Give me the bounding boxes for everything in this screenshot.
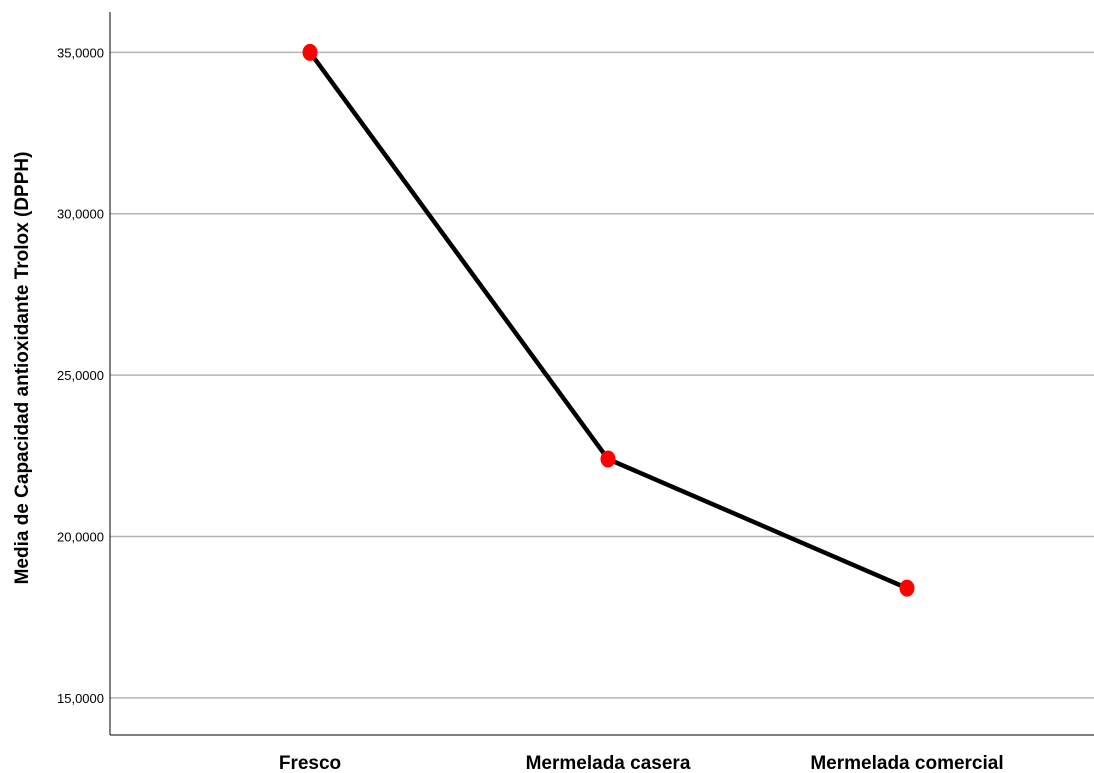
- y-tick-label: 15,0000: [57, 691, 104, 706]
- y-tick-labels: 15,0000 20,0000 25,0000 30,0000 35,0000: [57, 45, 104, 706]
- gridlines: [110, 51, 1094, 699]
- series-line-path: [307, 50, 910, 591]
- x-category-labels: Fresco Mermelada casera Mermelada comercia…: [279, 753, 1004, 773]
- x-category-label: Mermelada comercial: [810, 753, 1003, 773]
- data-point-marker: [899, 579, 915, 597]
- axes: [109, 12, 1094, 736]
- y-tick-label: 25,0000: [57, 368, 104, 383]
- data-point-marker: [600, 450, 616, 468]
- x-category-label: Fresco: [279, 753, 341, 773]
- y-tick-label: 35,0000: [57, 45, 104, 60]
- x-category-label: Mermelada casera: [526, 753, 691, 773]
- series-line: [307, 50, 910, 591]
- series-markers: [302, 43, 915, 597]
- y-tick-label: 20,0000: [57, 529, 104, 544]
- data-point-marker: [302, 43, 318, 61]
- y-axis-title: Media de Capacidad antioxidante Trolox (…: [12, 152, 33, 585]
- y-tick-label: 30,0000: [57, 207, 104, 222]
